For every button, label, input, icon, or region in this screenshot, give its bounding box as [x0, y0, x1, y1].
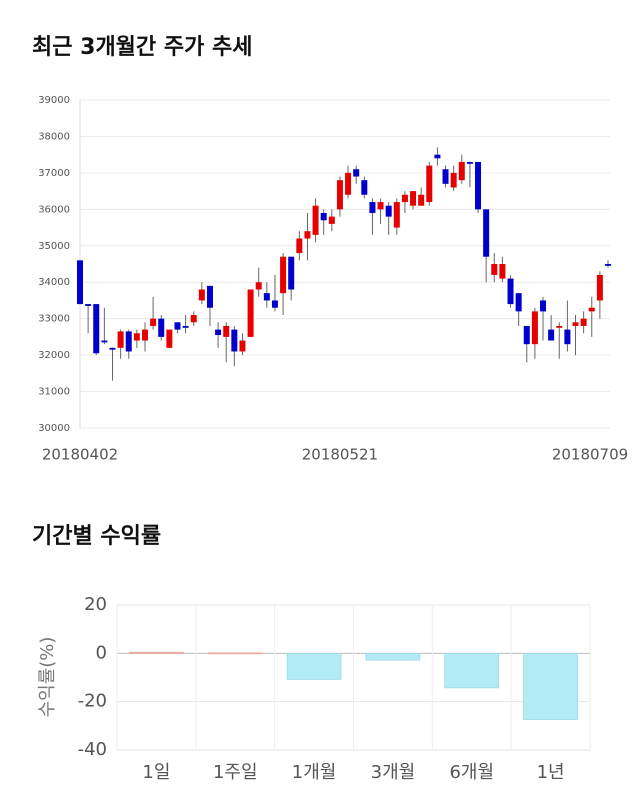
y-tick-label: 37000: [38, 168, 70, 179]
x-tick-label: 20180709: [552, 446, 628, 464]
candle-body: [596, 274, 603, 301]
candle-body: [280, 256, 287, 294]
candle-body: [336, 180, 343, 210]
candle-body: [548, 329, 555, 341]
candle-body: [385, 205, 392, 217]
candle-body: [353, 169, 360, 177]
candle-body: [328, 216, 335, 224]
y-tick-label: 36000: [38, 204, 70, 215]
y-tick-label: 39000: [38, 95, 70, 106]
candle-body: [158, 318, 165, 337]
candle-body: [271, 300, 278, 308]
candle-body: [418, 194, 425, 206]
y-tick-label: -40: [78, 739, 107, 760]
candle-body: [263, 293, 270, 301]
y-tick-label: 31000: [38, 387, 70, 398]
candle-body: [304, 231, 311, 239]
candle-body: [523, 325, 530, 345]
candle-body: [141, 329, 148, 341]
y-tick-label: 33000: [38, 314, 70, 325]
x-tick-label: 6개월: [449, 762, 494, 783]
x-tick-label: 3개월: [371, 762, 416, 783]
y-tick-label: 32000: [38, 350, 70, 361]
candle-body: [215, 329, 222, 336]
candle-body: [239, 340, 246, 352]
candle-body: [125, 331, 132, 352]
candle-body: [564, 329, 571, 345]
y-tick-label: 38000: [38, 131, 70, 142]
candle-body: [393, 202, 400, 228]
candle-body: [182, 325, 189, 328]
candle-body: [231, 329, 238, 352]
candle-body: [556, 325, 563, 328]
candle-body: [296, 238, 303, 254]
chart-title: 최근 3개월간 주가 추세: [32, 35, 252, 60]
bar: [365, 653, 421, 661]
candle-body: [499, 264, 506, 279]
x-tick-label: 20180521: [302, 446, 378, 464]
y-tick-label: 34000: [38, 277, 70, 288]
candle-body: [605, 264, 611, 266]
candle-body: [580, 318, 587, 326]
candle-body: [166, 329, 173, 348]
candle-body: [101, 340, 108, 343]
bar: [207, 652, 263, 655]
chart-title: 기간별 수익률: [32, 524, 161, 549]
candle-body: [442, 169, 449, 184]
candle-body: [369, 202, 376, 213]
candle-body: [588, 307, 595, 312]
candle-body: [85, 304, 92, 306]
candle-body: [507, 278, 514, 305]
candle-body: [198, 289, 205, 301]
candle-body: [190, 315, 197, 323]
candle-body: [540, 300, 547, 312]
candle-body: [133, 333, 140, 341]
candle-body: [475, 161, 482, 210]
candle-body: [466, 161, 473, 164]
candle-body: [491, 264, 498, 275]
candle-body: [345, 172, 352, 195]
bar: [286, 653, 342, 680]
candle-body: [247, 289, 254, 337]
bar: [444, 653, 500, 689]
candle-body: [109, 347, 116, 350]
candle-body: [206, 285, 213, 308]
y-tick-label: -20: [78, 691, 107, 712]
y-tick-label: 35000: [38, 241, 70, 252]
candle-body: [174, 322, 181, 330]
candle-body: [223, 325, 230, 337]
candle-body: [531, 311, 538, 345]
bar: [129, 651, 184, 654]
x-tick-label: 1년: [537, 762, 565, 783]
candle-body: [255, 282, 262, 290]
candle-body: [458, 161, 465, 181]
candle-body: [77, 260, 83, 305]
candle-body: [426, 165, 433, 203]
candle-body: [93, 304, 100, 354]
y-tick-label: 20: [84, 594, 107, 615]
candle-body: [450, 172, 457, 188]
candle-body: [434, 154, 441, 159]
y-tick-label: 0: [96, 642, 107, 663]
y-axis-label: 수익률(%): [37, 637, 58, 718]
candle-body: [361, 180, 368, 195]
bar: [523, 653, 578, 720]
candle-body: [515, 293, 522, 312]
candle-body: [150, 318, 157, 326]
x-tick-label: 1주일: [213, 762, 258, 783]
candle-body: [401, 194, 408, 203]
candle-body: [377, 202, 384, 210]
candle-body: [288, 256, 295, 290]
x-tick-label: 1일: [142, 762, 170, 783]
x-tick-label: 1개월: [292, 762, 337, 783]
candle-body: [572, 322, 579, 326]
candle-body: [320, 212, 327, 221]
candle-body: [117, 331, 124, 348]
candle-body: [483, 209, 490, 257]
candle-body: [410, 191, 417, 206]
x-tick-label: 20180402: [42, 446, 118, 464]
y-tick-label: 30000: [38, 423, 70, 434]
candle-body: [312, 205, 319, 235]
